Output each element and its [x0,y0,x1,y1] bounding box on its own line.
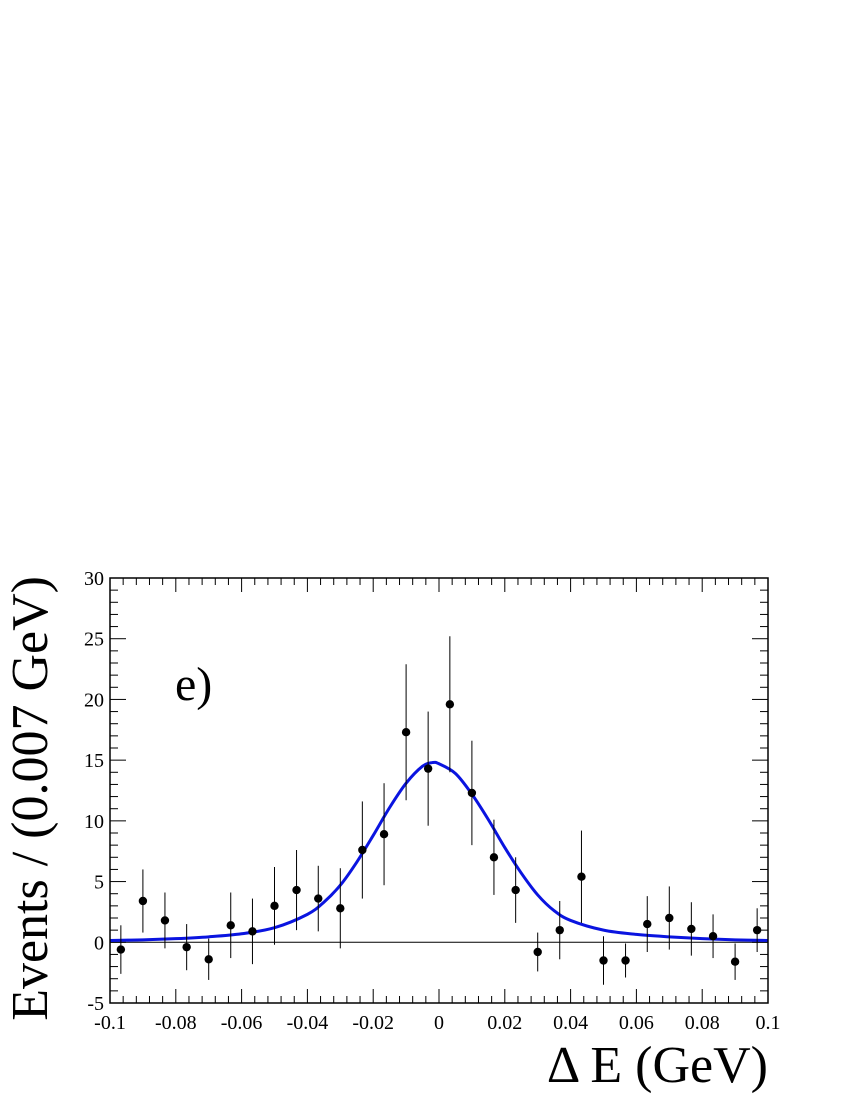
x-tick-label: -0.04 [287,1012,329,1034]
data-point [204,955,213,964]
data-point [467,788,477,798]
data-point [401,728,411,737]
data-point [511,885,520,895]
data-point [489,853,499,862]
data-point [687,924,696,934]
y-tick-label: 30 [84,568,104,590]
data-point [621,956,630,965]
data-point [708,932,718,941]
data-point [314,894,323,903]
data-point [533,947,542,957]
x-tick-labels: -0.1 -0.08 -0.06 -0.04 -0.02 0 0.02 0.04 0.06 0.0… [94,1012,780,1034]
x-tick-label: 0.1 [756,1012,781,1034]
y-tick-label: 20 [84,689,104,711]
data-point [665,913,674,923]
x-tick-label: 0.04 [553,1012,588,1034]
x-tick-label: 0.06 [619,1012,654,1034]
y-tick-label: -5 [87,993,104,1015]
x-tick-label: -0.1 [94,1012,126,1034]
x-tick-label: -0.02 [352,1012,394,1034]
data-point [379,830,389,839]
data-point [270,901,279,911]
data-point [358,845,367,855]
data-point [160,916,170,925]
data-point [445,700,455,709]
data-point [292,885,301,895]
x-tick-label: 0.08 [685,1012,720,1034]
panel-label: e) [175,658,212,711]
data-point [555,925,564,935]
data-point [182,942,191,952]
data-point [752,925,762,935]
x-tick-label: 0 [434,1012,444,1034]
data-point [116,945,126,954]
data-point [138,896,148,906]
data-point [730,957,740,966]
y-tick-label: 15 [84,750,104,772]
y-tick-label: 0 [94,932,104,954]
data-point [336,904,345,913]
data-points-layer [116,636,762,985]
y-tick-label: 10 [84,811,104,833]
fit-curve [109,760,769,942]
data-point [577,872,586,881]
x-tick-label: 0.02 [487,1012,522,1034]
data-point [248,927,257,936]
x-tick-label: -0.06 [221,1012,263,1034]
data-point [599,956,608,965]
x-axis-title: Δ E (GeV) [547,1037,768,1094]
y-tick-label: 25 [84,629,104,651]
x-tick-label: -0.08 [155,1012,197,1034]
data-point [423,764,433,773]
data-point [226,921,235,930]
plot-frame [109,577,769,1004]
fit-curve-layer [109,760,769,942]
y-axis-title: Events / (0.007 GeV) [2,576,59,1021]
y-tick-label: 5 [94,872,104,894]
y-tick-labels: -5 0 5 10 15 20 25 30 [84,568,104,1015]
data-point [643,919,652,929]
